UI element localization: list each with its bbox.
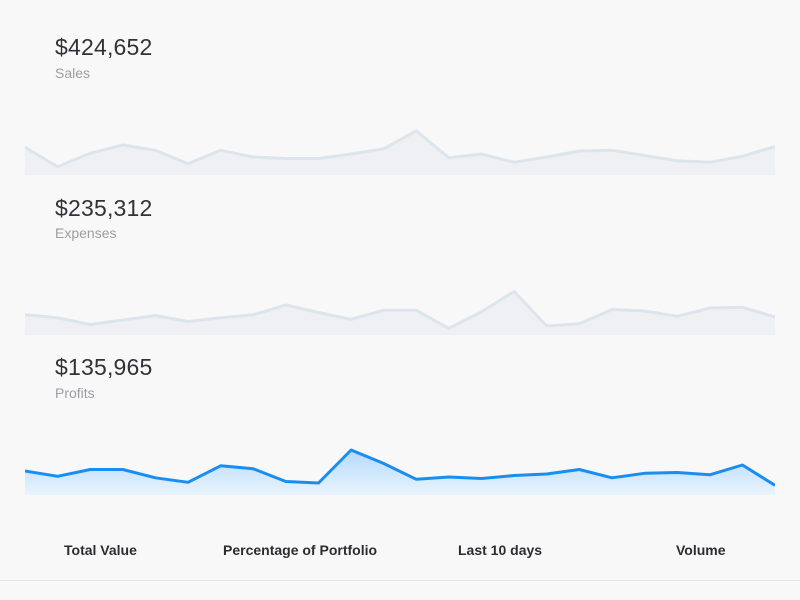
tab-last-10-days[interactable]: Last 10 days bbox=[458, 542, 543, 558]
sales-value: $424,652 bbox=[55, 34, 153, 60]
sparkline-line bbox=[25, 290, 775, 330]
sparkline-area bbox=[25, 130, 775, 175]
expenses-label: Expenses bbox=[55, 225, 117, 241]
tab-volume[interactable]: Volume bbox=[676, 542, 726, 558]
sales-label: Sales bbox=[55, 65, 91, 81]
profits-sparkline bbox=[25, 448, 775, 495]
period-tabs: Total Value Percentage of Portfolio Last… bbox=[0, 530, 800, 570]
tab-percentage-of-portfolio[interactable]: Percentage of Portfolio bbox=[223, 542, 378, 558]
sales-sparkline bbox=[25, 129, 775, 175]
expenses-sparkline bbox=[25, 290, 775, 335]
sparkline-area bbox=[25, 291, 775, 335]
sparkline-line bbox=[25, 129, 775, 169]
sparkline-line bbox=[25, 448, 775, 487]
profits-value: $135,965 bbox=[55, 354, 153, 380]
tab-total-value[interactable]: Total Value bbox=[64, 542, 137, 558]
divider bbox=[0, 580, 800, 581]
profits-label: Profits bbox=[55, 385, 95, 401]
expenses-value: $235,312 bbox=[55, 195, 153, 221]
